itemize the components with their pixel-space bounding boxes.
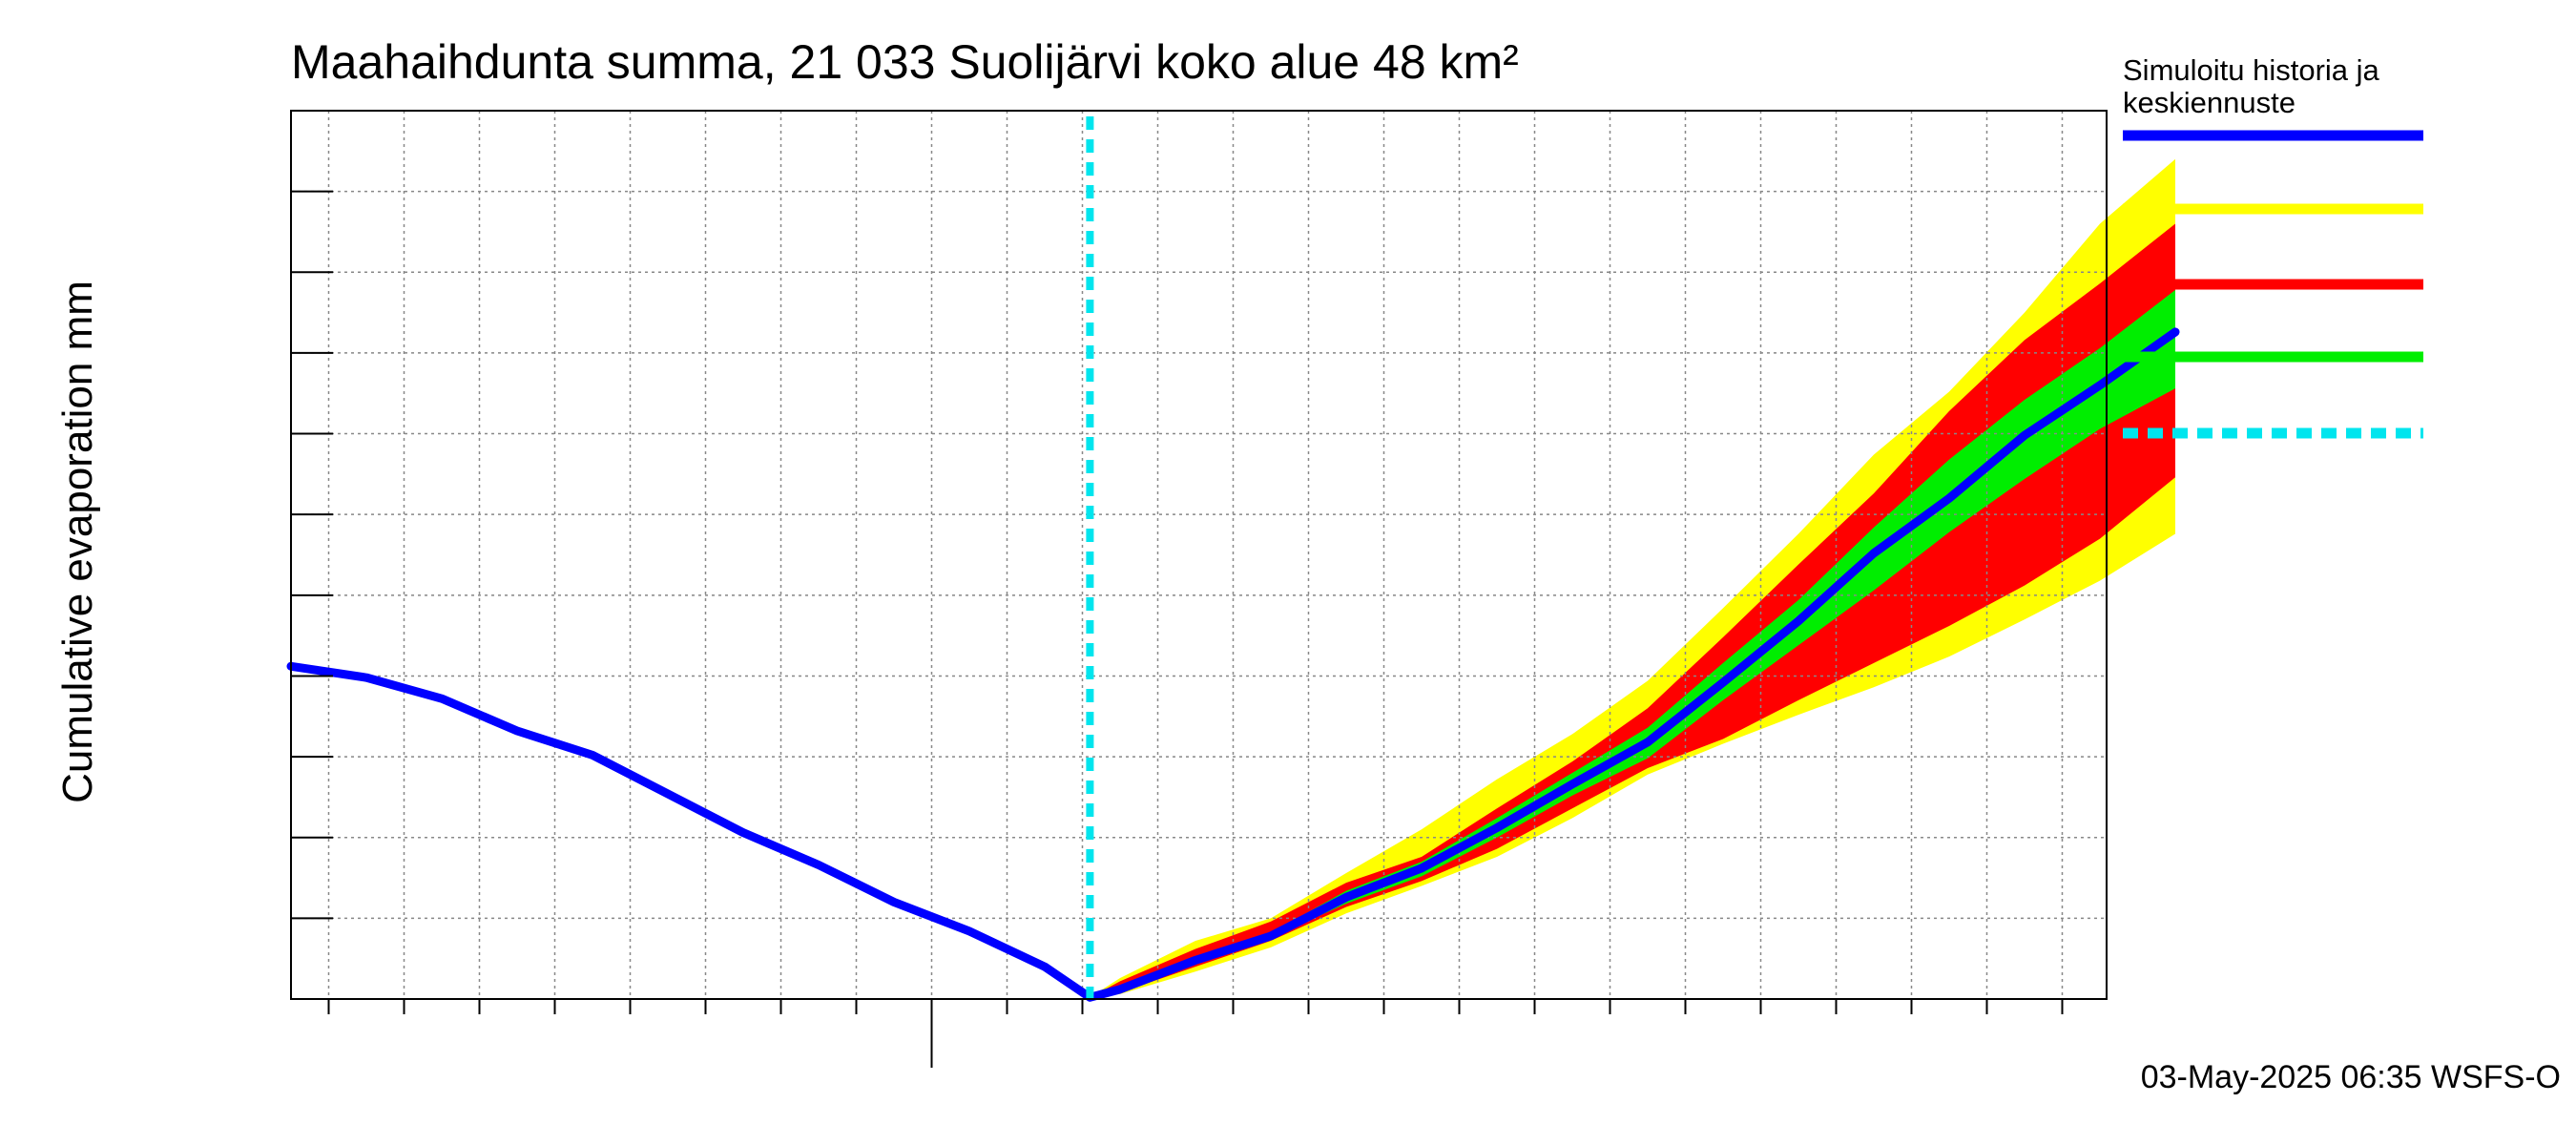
series-line-0 [286,327,2180,1002]
legend-label-line2: keskiennuste [2123,86,2296,119]
chart-title: Maahaihdunta summa, 21 033 Suolijärvi ko… [291,35,1519,89]
footer-timestamp: 03-May-2025 06:35 WSFS-O [2141,1059,2561,1095]
forecast-bands [1090,158,2175,998]
plot-frame-rect [290,110,2108,1000]
band-1-5-95-vaihteluv-li [1090,223,2175,998]
y-axis-label: Cumulative evaporation mm [54,281,101,803]
plot-frame [290,110,2108,1000]
axes [291,110,2064,1068]
series-lines [286,116,2180,1002]
legend-label-line1: Simuloitu historia ja [2123,53,2380,87]
